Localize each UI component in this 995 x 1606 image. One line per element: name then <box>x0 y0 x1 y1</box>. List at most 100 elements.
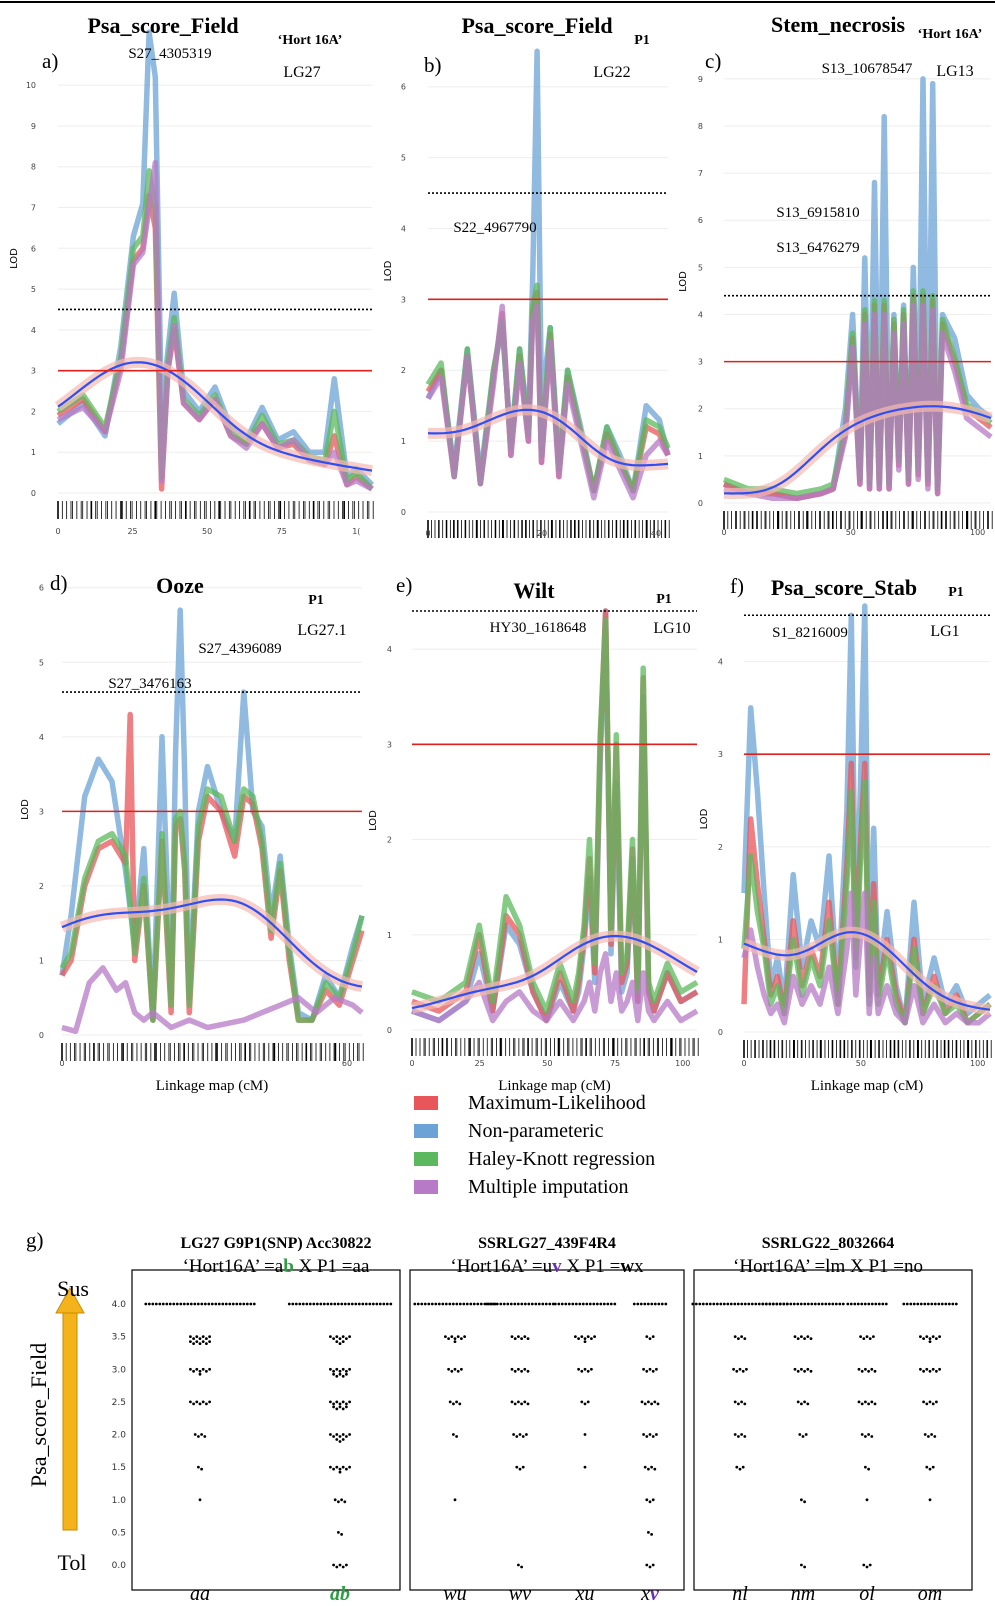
data-dot <box>291 1302 295 1306</box>
data-dot <box>345 1402 348 1406</box>
x-tick-label: 25 <box>475 1059 485 1068</box>
data-dot <box>735 1369 739 1373</box>
data-dot <box>954 1302 958 1306</box>
data-dot <box>590 1337 593 1340</box>
data-dot <box>595 1302 599 1306</box>
panel-letter: f) <box>730 574 744 598</box>
data-dot <box>775 1302 779 1306</box>
data-dot <box>515 1465 519 1469</box>
data-dot <box>838 1302 842 1306</box>
data-dot <box>722 1302 726 1306</box>
data-dot <box>332 1435 335 1438</box>
data-dot <box>521 1465 525 1469</box>
data-dot <box>294 1302 298 1306</box>
y-axis-label: Psa_score_Field <box>26 1343 51 1487</box>
data-dot <box>437 1302 441 1306</box>
panel-title: Psa_score_Field <box>461 13 612 38</box>
data-dot <box>602 1302 606 1306</box>
data-dot <box>479 1302 483 1306</box>
y-tick-label: 2.5 <box>112 1398 126 1408</box>
data-dot <box>238 1302 242 1306</box>
data-dot <box>643 1402 647 1406</box>
data-dot <box>698 1302 702 1306</box>
panel-parent-tag: ‘Hort 16A’ <box>278 33 343 48</box>
panel-parent-tag: P1 <box>308 593 324 608</box>
data-dot <box>517 1367 520 1371</box>
data-dot <box>335 1340 339 1343</box>
data-dot <box>452 1433 455 1436</box>
data-dot <box>937 1302 941 1306</box>
data-dot <box>198 1369 202 1373</box>
data-dot <box>862 1337 866 1340</box>
data-dot <box>335 1438 339 1441</box>
data-dot <box>647 1467 650 1471</box>
y-tick-label: 3 <box>39 807 44 816</box>
data-dot <box>740 1335 743 1338</box>
data-dot <box>647 1531 650 1534</box>
y-tick-label: 3 <box>698 358 703 367</box>
data-dot <box>577 1367 580 1371</box>
data-dot <box>743 1337 747 1340</box>
y-axis-label: LOD <box>383 260 394 281</box>
y-tick-label: 1.0 <box>112 1496 127 1506</box>
data-dot <box>172 1302 176 1306</box>
data-dot <box>510 1367 514 1371</box>
data-dot <box>834 1302 838 1306</box>
data-dot <box>586 1400 590 1404</box>
data-dot <box>525 1433 528 1436</box>
lod-series-non-parameteric <box>59 607 365 1023</box>
data-dot <box>922 1369 925 1373</box>
panel-letter: b) <box>424 53 442 77</box>
data-dot <box>733 1433 737 1436</box>
data-dot <box>513 1302 517 1306</box>
lod-series-multiple-imputation <box>411 951 699 1024</box>
data-dot <box>338 1342 342 1345</box>
data-dot <box>453 1337 457 1340</box>
data-dot <box>712 1302 716 1306</box>
category-label: xv <box>640 1583 660 1605</box>
dot-plot-frame <box>409 1269 685 1591</box>
data-dot <box>560 1302 564 1306</box>
data-dot <box>332 1369 335 1373</box>
data-dot <box>521 1435 525 1438</box>
data-dot <box>905 1302 909 1306</box>
data-dot <box>345 1563 348 1567</box>
data-dot <box>803 1565 806 1569</box>
data-dot <box>800 1498 803 1502</box>
data-dot <box>235 1302 239 1306</box>
data-dot <box>332 1405 335 1409</box>
x-tick-label: 25 <box>127 527 137 536</box>
data-dot <box>221 1302 225 1306</box>
category-label: aa <box>190 1583 210 1605</box>
data-dot <box>338 1402 342 1406</box>
y-tick-label: 4 <box>39 733 44 742</box>
data-dot <box>205 1402 208 1406</box>
data-dot <box>648 1500 652 1504</box>
data-dot <box>179 1302 183 1306</box>
data-dot <box>450 1369 454 1373</box>
marker-label: S13_6476279 <box>776 240 859 256</box>
data-dot <box>530 1302 534 1306</box>
data-dot <box>925 1465 929 1469</box>
data-dot <box>800 1563 803 1567</box>
data-dot <box>922 1400 925 1404</box>
y-tick-label: 0.5 <box>112 1528 126 1538</box>
data-dot <box>645 1563 649 1567</box>
data-dot <box>925 1367 929 1371</box>
y-tick-label: 1 <box>718 935 723 944</box>
x-tick-label: 50 <box>856 1059 866 1068</box>
data-dot <box>513 1369 517 1373</box>
data-dot <box>361 1302 365 1306</box>
panel-parent-tag: P1 <box>634 33 650 48</box>
data-dot <box>195 1400 199 1404</box>
data-dot <box>737 1402 740 1406</box>
y-tick-label: 9 <box>31 122 36 131</box>
x-tick-label: 75 <box>277 527 287 536</box>
x-tick-label: 1( <box>352 527 360 536</box>
data-dot <box>341 1433 345 1436</box>
data-dot <box>472 1302 476 1306</box>
y-tick-label: 2 <box>31 407 36 416</box>
group-marker-title: SSRLG22_8032664 <box>762 1235 894 1252</box>
data-dot <box>705 1302 709 1306</box>
